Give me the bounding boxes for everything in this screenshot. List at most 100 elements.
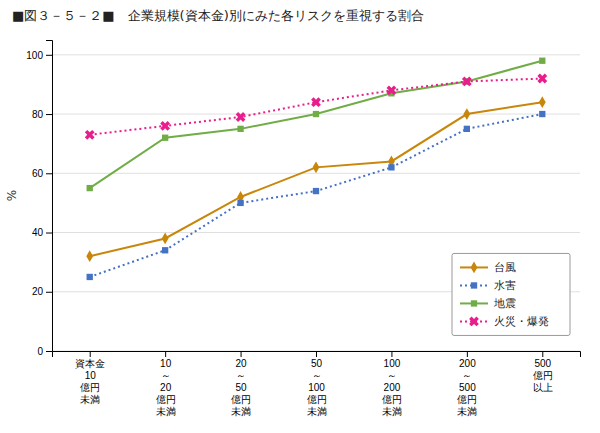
- series-line: [90, 61, 543, 188]
- y-tick: 80: [32, 109, 52, 120]
- y-tick-mark: [46, 173, 52, 174]
- y-tick: 100: [26, 50, 52, 61]
- x-tick-label-line: 20: [160, 382, 172, 393]
- point: [539, 111, 545, 117]
- point: [237, 200, 243, 206]
- x-tick-mark: [90, 351, 91, 357]
- x-tick-label-line: ～: [462, 370, 472, 381]
- point: [313, 111, 319, 117]
- x-tick-label: 500億円以上: [533, 358, 553, 393]
- x-tick-label-line: 10: [160, 358, 172, 369]
- title: ■図３－５－２■ 企業規模(資本金)別にみた各リスクを重視する割合: [12, 8, 424, 23]
- x-axis: 資本金10億円未満10～20億円未満20～50億円未満50～100億円未満100…: [53, 351, 581, 417]
- y-tick: 40: [32, 227, 52, 238]
- point: [535, 71, 550, 86]
- x-tick: 100～200億円未満: [382, 351, 402, 417]
- y-tick-mark: [46, 114, 52, 115]
- x-tick-label: 20～50億円未満: [231, 358, 251, 417]
- legend-item: 台風: [460, 261, 516, 274]
- x-tick-label-line: 億円: [533, 370, 553, 381]
- y-tick-label: 60: [32, 168, 44, 179]
- x-tick-label-line: 50: [311, 358, 323, 369]
- series: [86, 96, 545, 262]
- y-tick-mark: [46, 55, 52, 56]
- x-tick-label-line: 未満: [156, 406, 176, 417]
- x-tick-label-line: 未満: [80, 394, 100, 405]
- y-tick-label: 80: [32, 109, 44, 120]
- x-tick-label-line: 億円: [307, 394, 327, 405]
- legend: 台風水害地震火災・爆発: [452, 253, 570, 335]
- x-tick-label-line: 100: [384, 358, 401, 369]
- y-tick: 20: [32, 286, 52, 297]
- grid: [52, 55, 580, 351]
- x-tick-label-line: ～: [161, 370, 171, 381]
- legend-label: 台風: [494, 261, 516, 274]
- x-tick-label-line: ～: [387, 370, 397, 381]
- x-tick-label-line: 20: [236, 358, 248, 369]
- x-tick-label-line: 億円: [80, 382, 100, 393]
- x-tick: 200～500億円未満: [457, 351, 477, 417]
- legend-label: 水害: [494, 279, 516, 292]
- x-tick-label-line: 億円: [457, 394, 477, 405]
- legend-frame: [452, 253, 570, 335]
- y-axis-title: %: [5, 190, 19, 201]
- x-tick-label-line: 200: [384, 382, 401, 393]
- x-tick-label-line: ～: [312, 370, 322, 381]
- y-tick-label: 0: [37, 346, 43, 357]
- x-tick-label-line: 以上: [533, 382, 553, 393]
- series-line: [90, 102, 543, 256]
- x-tick-label-line: 億円: [231, 394, 251, 405]
- x-tick-label: 10～20億円未満: [156, 358, 176, 417]
- x-tick: 資本金10億円未満: [75, 351, 105, 405]
- legend-swatch-marker: [471, 282, 477, 288]
- point: [158, 119, 173, 134]
- x-tick-mark: [165, 351, 166, 357]
- point: [87, 274, 93, 280]
- point: [82, 127, 97, 142]
- point: [237, 126, 243, 132]
- x-tick: 10～20億円未満: [156, 351, 176, 417]
- y-tick-label: 100: [26, 50, 43, 61]
- x-tick-label-line: 500: [459, 382, 476, 393]
- x-tick-label: 50～100億円未満: [307, 358, 327, 417]
- legend-label: 地震: [493, 297, 516, 310]
- y-axis-line: [46, 41, 53, 352]
- y-tick-label: 20: [32, 286, 44, 297]
- x-tick-mark: [467, 351, 468, 357]
- x-tick-label-line: 50: [236, 382, 248, 393]
- legend-item: 地震: [460, 297, 516, 310]
- grid-line: [52, 232, 580, 233]
- x-tick-mark: [391, 351, 392, 357]
- series-line: [90, 79, 543, 135]
- series: [82, 71, 549, 142]
- x-tick-label-line: 10: [85, 370, 97, 381]
- point: [309, 95, 324, 110]
- series-line: [90, 114, 543, 277]
- y-tick-mark: [46, 292, 52, 293]
- point: [539, 58, 545, 64]
- point: [162, 135, 168, 141]
- y-axis: 0 20 40 60 80 100: [26, 41, 52, 357]
- y-tick: 60: [32, 168, 52, 179]
- point: [384, 83, 399, 98]
- x-tick-label-line: ～: [236, 370, 246, 381]
- point: [388, 164, 394, 170]
- x-tick-mark: [316, 351, 317, 357]
- x-tick-label-line: 200: [459, 358, 476, 369]
- x-tick-label-line: 未満: [307, 406, 327, 417]
- x-tick-label-line: 億円: [382, 394, 402, 405]
- x-tick-label-line: 100: [308, 382, 325, 393]
- point: [313, 161, 320, 173]
- x-tick: 50～100億円未満: [307, 351, 327, 417]
- legend-label: 火災・爆発: [494, 315, 549, 328]
- point: [87, 185, 93, 191]
- legend-item: 水害: [460, 279, 516, 292]
- grid-line: [52, 54, 580, 55]
- x-axis-line: [53, 352, 581, 358]
- point: [162, 233, 169, 245]
- point: [460, 74, 475, 89]
- x-tick-label: 200～500億円未満: [457, 358, 477, 417]
- y-tick-mark: [46, 351, 52, 352]
- point: [233, 110, 248, 125]
- x-tick-mark: [542, 351, 543, 357]
